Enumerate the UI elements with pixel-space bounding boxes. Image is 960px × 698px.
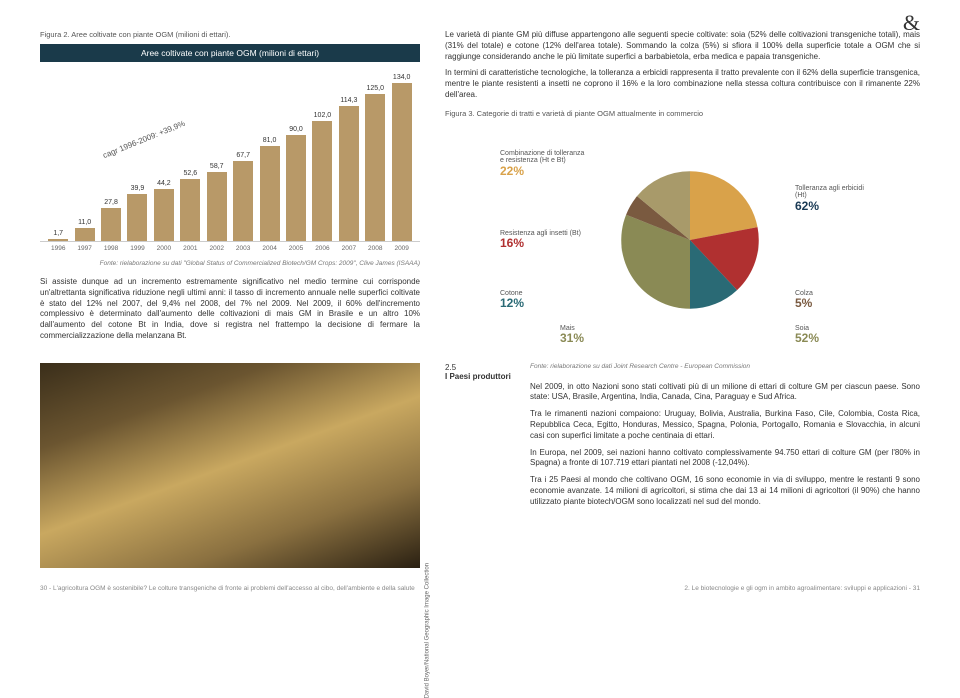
bar-rect (48, 239, 68, 241)
pie-label-name: Combinazione di tolleranza e resistenza … (500, 150, 590, 165)
left-body-text: Si assiste dunque ad un incremento estre… (40, 277, 420, 342)
bar: 81,0 (256, 67, 282, 241)
ampersand-logo: & (903, 10, 920, 36)
bar-value-label: 11,0 (78, 219, 91, 226)
pie-label: Mais31% (560, 325, 620, 346)
bar: 44,2 (151, 67, 177, 241)
section-p2: Tra le rimanenti nazioni compaiono: Urug… (530, 409, 920, 441)
section-p3: In Europa, nel 2009, sei nazioni hanno c… (530, 448, 920, 470)
x-axis-label: 2001 (177, 245, 203, 252)
x-axis-label: 2008 (362, 245, 388, 252)
bar-value-label: 102,0 (314, 112, 332, 119)
right-p2: In termini di caratteristiche tecnologic… (445, 68, 920, 100)
x-axis-label: 2003 (230, 245, 256, 252)
bar-rect (75, 228, 95, 241)
pie-label: Tolleranza agli erbicidi (Ht)62% (795, 185, 875, 214)
bar: 134,0 (388, 67, 414, 241)
x-axis-label: 2004 (256, 245, 282, 252)
x-axis-label: 1999 (124, 245, 150, 252)
pie-label-pct: 22% (500, 165, 590, 178)
bar-rect (392, 83, 412, 241)
x-axis-label: 1996 (45, 245, 71, 252)
bar-value-label: 1,7 (53, 230, 63, 237)
bar-chart-caption: Figura 2. Aree coltivate con piante OGM … (40, 30, 420, 39)
bar-value-label: 67,7 (236, 152, 250, 159)
photo-credit: David Boyer/National Geographic Image Co… (424, 563, 430, 698)
pie-label: Soia52% (795, 325, 855, 346)
x-axis-label: 2002 (204, 245, 230, 252)
pie-label-name: Tolleranza agli erbicidi (Ht) (795, 185, 875, 200)
x-axis-label: 2005 (283, 245, 309, 252)
pie-label: Colza5% (795, 290, 875, 311)
bar: 114,3 (336, 67, 362, 241)
bar-value-label: 114,3 (340, 97, 357, 104)
pie-label-pct: 31% (560, 332, 620, 345)
pie-chart: Combinazione di tolleranza e resistenza … (445, 130, 920, 330)
bar-value-label: 52,6 (184, 170, 198, 177)
pie-label: Combinazione di tolleranza e resistenza … (500, 150, 590, 179)
bar-rect (180, 179, 200, 241)
pie-label: Cotone12% (500, 290, 590, 311)
photo: David Boyer/National Geographic Image Co… (40, 363, 420, 568)
footer-left: 30 - L'agricoltura OGM è sostenibile? Le… (40, 585, 415, 592)
bar-rect (101, 208, 121, 241)
bar-rect (312, 121, 332, 241)
pie-label-pct: 52% (795, 332, 855, 345)
bar: 125,0 (362, 67, 388, 241)
bar: 102,0 (309, 67, 335, 241)
bar-chart-source: Fonte: rielaborazione su dati "Global St… (40, 260, 420, 267)
pie-caption: Figura 3. Categorie di tratti e varietà … (445, 109, 920, 118)
bar-rect (127, 194, 147, 241)
bar-rect (207, 172, 227, 241)
pie-label-pct: 12% (500, 297, 590, 310)
bar-chart-title: Aree coltivate con piante OGM (milioni d… (40, 44, 420, 62)
left-p1: Si assiste dunque ad un incremento estre… (40, 277, 420, 342)
section-p1: Nel 2009, in otto Nazioni sono stati col… (530, 382, 920, 404)
bar-value-label: 125,0 (367, 85, 385, 92)
bar-value-label: 39,9 (131, 185, 145, 192)
x-axis-label: 2000 (151, 245, 177, 252)
right-body-text: Le varietà di piante GM più diffuse appa… (445, 30, 920, 101)
x-axis-label: 1997 (71, 245, 97, 252)
bar-value-label: 90,0 (289, 126, 303, 133)
bar-rect (339, 106, 359, 241)
bar: 90,0 (283, 67, 309, 241)
bar-rect (286, 135, 306, 241)
pie-label-pct: 5% (795, 297, 875, 310)
pie-label: Resistenza agli insetti (Bt)16% (500, 230, 590, 251)
right-p1: Le varietà di piante GM più diffuse appa… (445, 30, 920, 62)
bar-value-label: 27,8 (104, 199, 118, 206)
bar: 39,9 (124, 67, 150, 241)
x-axis-label: 2009 (388, 245, 414, 252)
bar: 11,0 (71, 67, 97, 241)
section-number: 2.5 (445, 363, 515, 372)
x-axis-label: 1998 (98, 245, 124, 252)
bar-rect (233, 161, 253, 241)
bar-value-label: 134,0 (393, 74, 411, 81)
bar: 67,7 (230, 67, 256, 241)
bar: 52,6 (177, 67, 203, 241)
pie-svg (615, 165, 765, 315)
bar: 58,7 (204, 67, 230, 241)
x-axis-label: 2006 (309, 245, 335, 252)
bar-value-label: 81,0 (263, 137, 277, 144)
pie-source: Fonte: rielaborazione su dati Joint Rese… (530, 363, 920, 372)
bar-value-label: 58,7 (210, 163, 224, 170)
x-axis-label: 2007 (336, 245, 362, 252)
bar-rect (154, 189, 174, 241)
bar-chart: cagr 1996-2009: +39,9% 1,711,027,839,944… (40, 67, 420, 242)
section-p4: Tra i 25 Paesi al mondo che coltivano OG… (530, 475, 920, 507)
bar-rect (365, 94, 385, 241)
bar-value-label: 44,2 (157, 180, 171, 187)
footer-right: 2. Le biotecnologie e gli ogm in ambito … (684, 585, 920, 592)
bar: 1,7 (45, 67, 71, 241)
pie-label-pct: 16% (500, 237, 590, 250)
bar-rect (260, 146, 280, 241)
pie-label-pct: 62% (795, 200, 875, 213)
section-title: I Paesi produttori (445, 372, 515, 381)
